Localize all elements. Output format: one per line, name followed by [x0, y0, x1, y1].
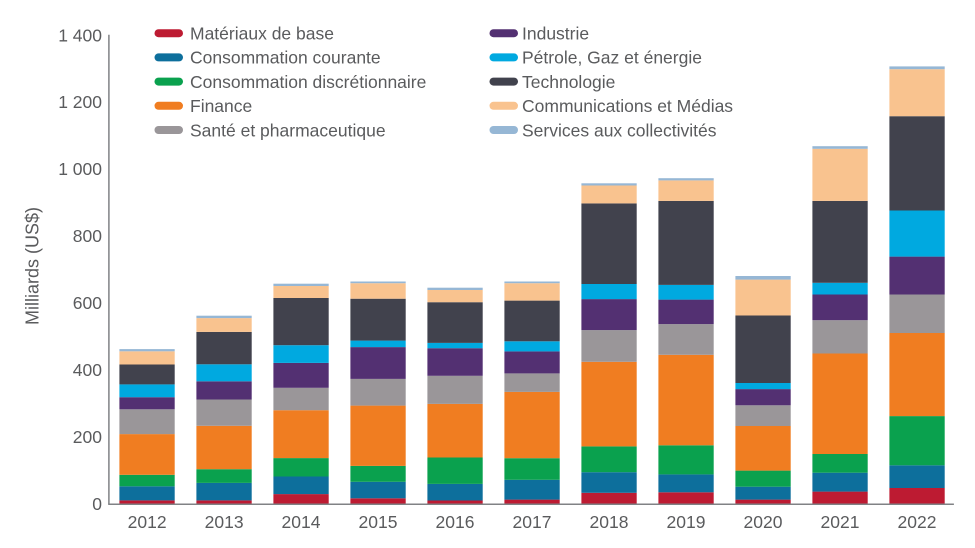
svg-text:Technologie: Technologie [522, 72, 615, 92]
svg-text:800: 800 [73, 226, 102, 246]
svg-text:2012: 2012 [128, 512, 167, 532]
svg-text:Milliards (US$): Milliards (US$) [23, 207, 43, 325]
svg-text:2013: 2013 [205, 512, 244, 532]
svg-text:Communications et Médias: Communications et Médias [522, 96, 733, 116]
svg-text:Matériaux de base: Matériaux de base [190, 24, 334, 44]
svg-text:1 200: 1 200 [58, 92, 102, 112]
svg-text:Finance: Finance [190, 96, 252, 116]
svg-text:2017: 2017 [513, 512, 552, 532]
svg-text:2016: 2016 [436, 512, 475, 532]
svg-text:Consommation courante: Consommation courante [190, 48, 381, 68]
svg-text:2015: 2015 [359, 512, 398, 532]
svg-text:Santé et pharmaceutique: Santé et pharmaceutique [190, 120, 386, 140]
svg-text:2014: 2014 [282, 512, 321, 532]
svg-text:Industrie: Industrie [522, 24, 589, 44]
svg-text:Pétrole, Gaz et énergie: Pétrole, Gaz et énergie [522, 48, 702, 68]
svg-text:Services aux collectivités: Services aux collectivités [522, 120, 717, 140]
svg-text:600: 600 [73, 293, 102, 313]
svg-text:2022: 2022 [898, 512, 937, 532]
svg-text:0: 0 [92, 494, 102, 514]
svg-text:2018: 2018 [590, 512, 629, 532]
svg-text:2021: 2021 [821, 512, 860, 532]
svg-text:2020: 2020 [744, 512, 783, 532]
svg-text:400: 400 [73, 360, 102, 380]
svg-text:2019: 2019 [667, 512, 706, 532]
svg-text:1 400: 1 400 [58, 25, 102, 45]
svg-text:200: 200 [73, 427, 102, 447]
svg-text:1 000: 1 000 [58, 159, 102, 179]
svg-text:Consommation discrétionnaire: Consommation discrétionnaire [190, 72, 426, 92]
